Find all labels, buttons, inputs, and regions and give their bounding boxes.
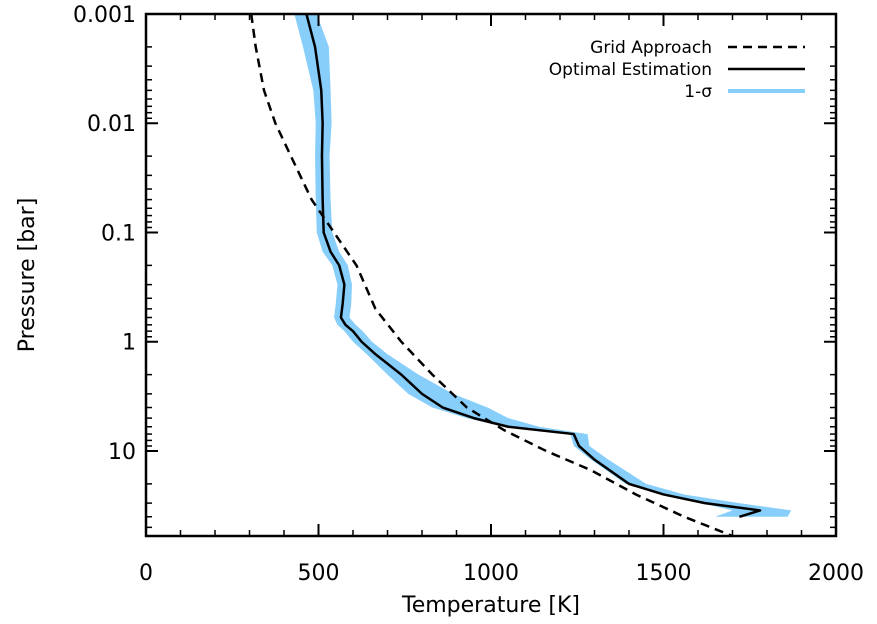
y-tick-label: 0.001 — [73, 3, 136, 28]
x-tick-label: 2000 — [808, 561, 864, 586]
legend-one-sigma-label: 1-σ — [684, 82, 712, 102]
sigma-band — [294, 14, 792, 517]
grid-approach-line — [249, 13, 733, 538]
x-axis-title: Temperature [K] — [401, 593, 580, 618]
ticks-layer: 0 500 1000 1500 2000 0.001 0.01 0.1 1 10 — [73, 3, 864, 586]
optimal-estimation-line — [305, 13, 762, 518]
legend-grid-approach-label: Grid Approach — [590, 38, 712, 58]
x-tick-label: 1500 — [636, 561, 692, 586]
y-tick-label: 10 — [108, 440, 136, 465]
legend-optimal-estimation-label: Optimal Estimation — [549, 60, 712, 80]
y-tick-label: 1 — [122, 331, 136, 356]
y-tick-label: 0.1 — [101, 221, 136, 246]
profile-lines-layer — [249, 13, 762, 538]
y-axis-title: Pressure [bar] — [15, 198, 40, 353]
sigma-band-layer — [294, 14, 792, 517]
y-tick-label: 0.01 — [87, 112, 136, 137]
x-tick-label: 1000 — [463, 561, 519, 586]
x-tick-label: 0 — [139, 561, 153, 586]
x-tick-label: 500 — [298, 561, 340, 586]
